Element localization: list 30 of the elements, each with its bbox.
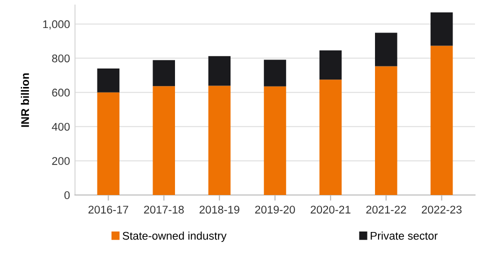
bar <box>97 68 120 92</box>
y-tick-label: 400 <box>52 122 70 131</box>
bar <box>319 50 342 80</box>
bar <box>430 46 453 195</box>
bar <box>152 60 175 86</box>
x-tick-label: 2022-23 <box>422 206 462 214</box>
x-tick-label: 2021-22 <box>366 206 406 214</box>
bar <box>319 80 342 195</box>
bar <box>208 56 231 86</box>
y-tick-label: 200 <box>52 157 70 165</box>
x-tick-label: 2017-18 <box>144 206 184 214</box>
x-tick-label: 2018-19 <box>200 206 240 214</box>
bar <box>264 60 286 86</box>
bar <box>264 86 286 195</box>
bar <box>208 86 231 195</box>
bar <box>97 92 120 195</box>
bar <box>375 66 398 195</box>
legend-label: Private sector <box>370 232 438 240</box>
bar <box>152 86 175 195</box>
y-tick-label: 1,000 <box>43 20 70 30</box>
bar <box>375 32 398 66</box>
y-tick-label: 0 <box>64 191 70 200</box>
x-tick-label: 2019-20 <box>255 206 295 214</box>
bar <box>430 12 453 46</box>
y-tick-label: 800 <box>52 54 70 62</box>
y-tick-label: 600 <box>52 88 70 97</box>
legend-label: State-owned industry <box>122 232 227 242</box>
y-axis-title: INR billion <box>20 73 30 127</box>
x-tick-label: 2020-21 <box>310 206 350 214</box>
x-tick-label: 2016-17 <box>88 206 128 214</box>
